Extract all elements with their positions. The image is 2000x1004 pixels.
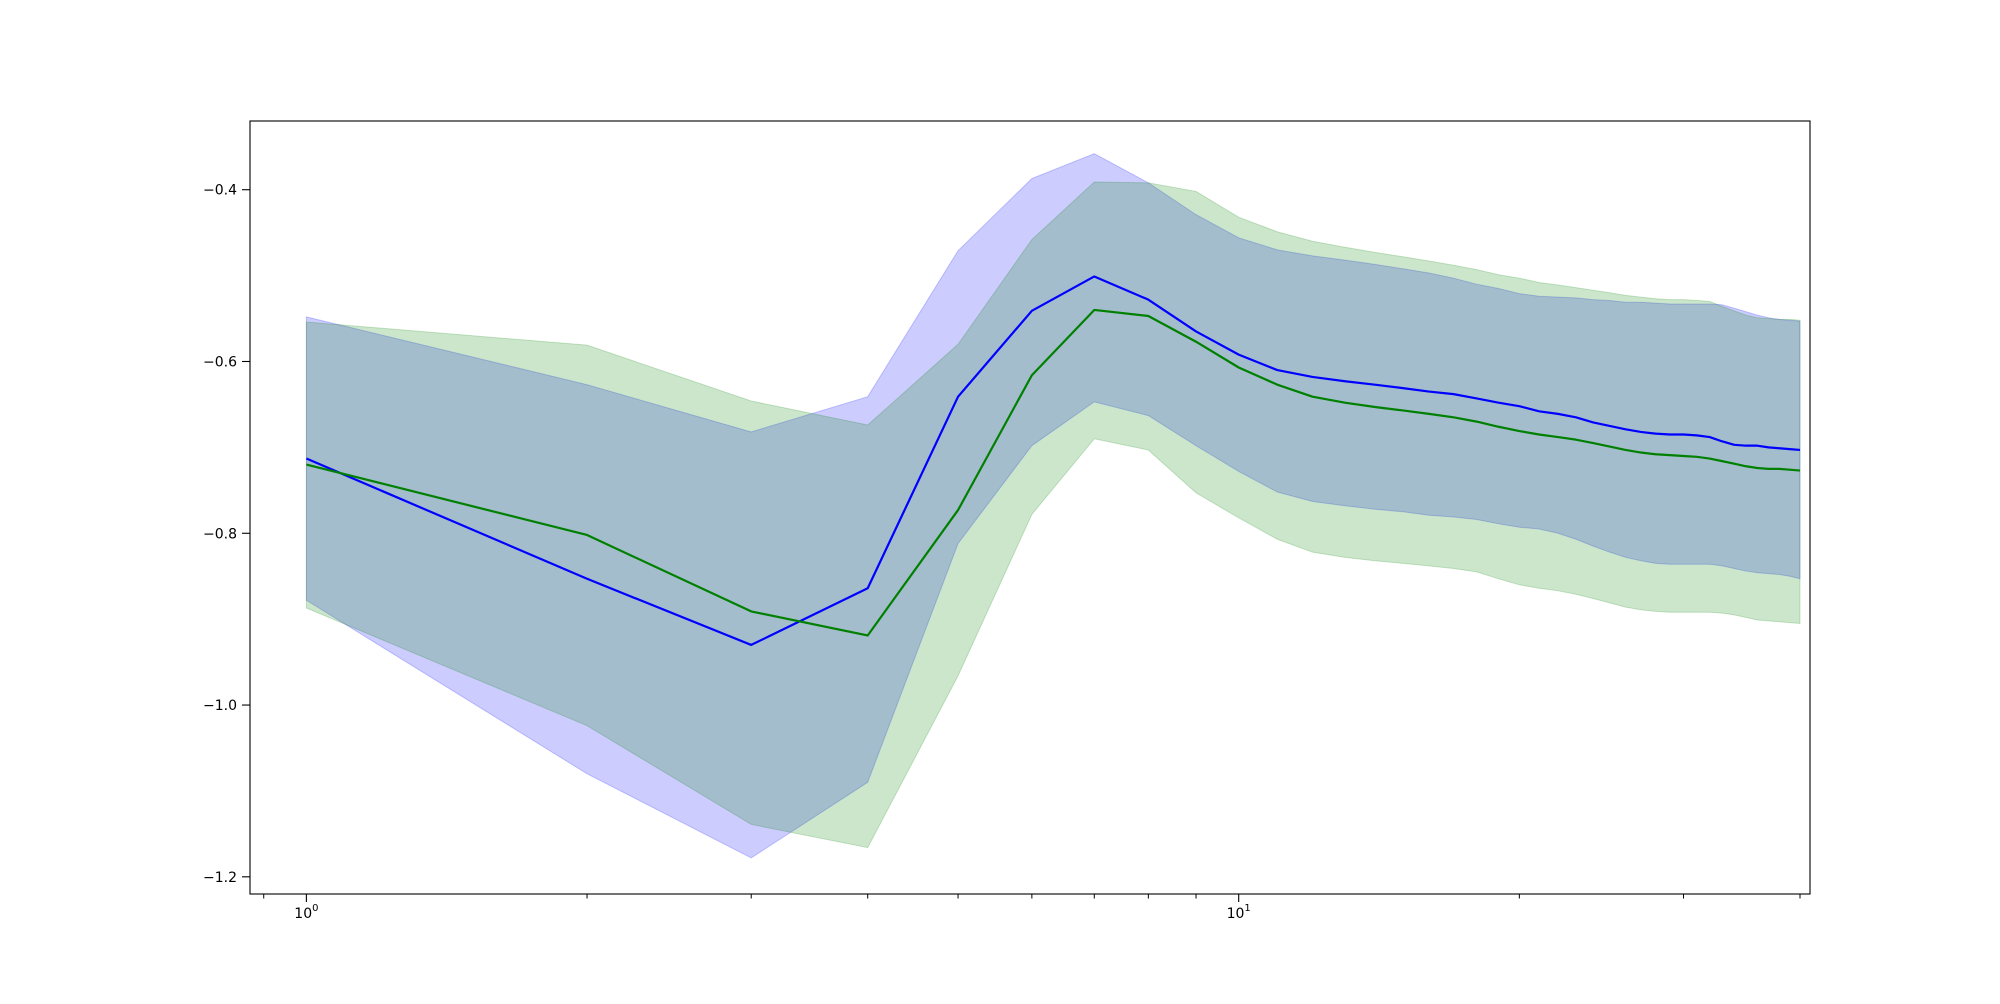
series-2-band [305, 181, 1801, 849]
plot-frame [249, 120, 1811, 895]
y-tick-label: −1.0 [203, 698, 237, 714]
x-tick-label: 100 [294, 903, 318, 922]
y-tick-label: −0.8 [203, 526, 237, 542]
x-tick-label: 101 [1227, 903, 1251, 922]
y-tick-label: −1.2 [203, 870, 237, 886]
series-lines [305, 275, 1801, 647]
x-axis-ticks: 100 101 [263, 894, 1801, 922]
y-tick-label: −0.6 [203, 354, 237, 370]
y-tick-label: −0.4 [203, 183, 237, 199]
confidence-bands [305, 153, 1801, 859]
series-2-line [306, 308, 1801, 637]
y-axis-ticks: −1.2 −1.0 −0.8 −0.6 −0.4 [203, 183, 250, 886]
series-1-band [305, 153, 1801, 859]
series-1-line [305, 275, 1801, 647]
